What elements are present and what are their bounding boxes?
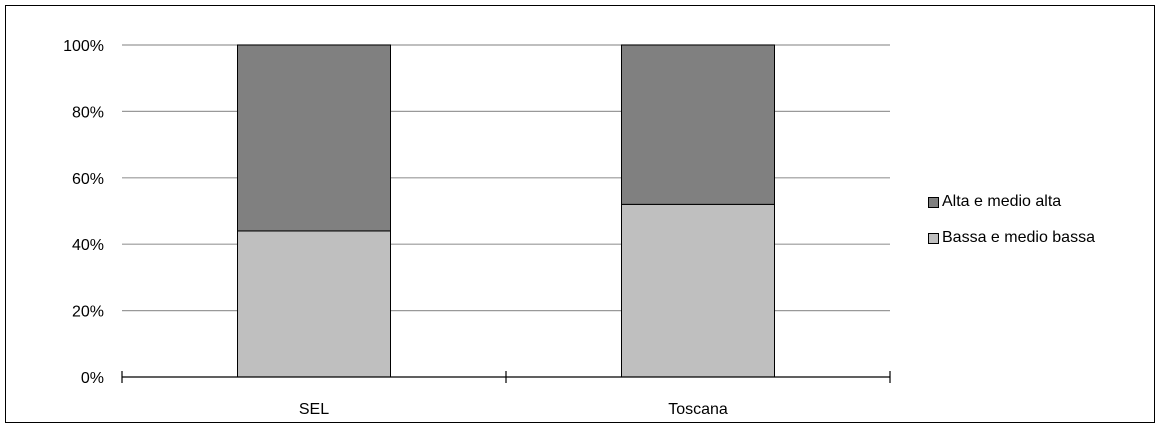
y-tick-label-80: 80%	[72, 104, 104, 121]
legend-swatch-alta	[928, 196, 939, 208]
y-tick-label-0: 0%	[81, 370, 104, 387]
bar-toscana-series-1	[621, 44, 775, 205]
chart-frame	[5, 5, 1155, 423]
bar-sel-series-0	[237, 230, 391, 378]
bars	[237, 44, 775, 378]
legend-label-bassa: Bassa e medio bassa	[942, 229, 1095, 246]
bar-sel-series-1	[237, 44, 391, 232]
x-tick-labels: SEL Toscana	[299, 401, 728, 418]
legend-item-alta: Alta e medio alta	[928, 192, 1095, 212]
legend-item-bassa: Bassa e medio bassa	[928, 228, 1095, 248]
x-tick-label-sel: SEL	[299, 401, 329, 418]
bar-toscana-series-0	[621, 203, 775, 378]
y-tick-labels: 0% 20% 40% 60% 80% 100%	[63, 38, 104, 387]
y-tick-label-20: 20%	[72, 304, 104, 321]
legend-label-alta: Alta e medio alta	[942, 193, 1062, 210]
legend-swatch-bassa	[928, 232, 939, 244]
y-tick-label-100: 100%	[63, 38, 104, 55]
y-tick-label-60: 60%	[72, 171, 104, 188]
x-tick-label-toscana: Toscana	[668, 401, 728, 418]
y-tick-label-40: 40%	[72, 237, 104, 254]
legend: Alta e medio alta Bassa e medio bassa	[928, 192, 1095, 264]
axes	[121, 371, 891, 383]
